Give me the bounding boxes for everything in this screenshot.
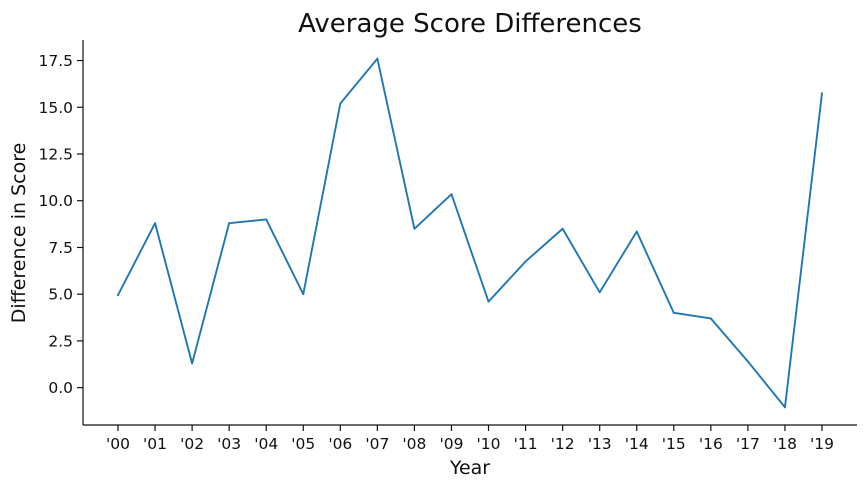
x-axis-label: Year: [449, 457, 490, 479]
data-point: [598, 291, 601, 294]
y-axis-label: Difference in Score: [8, 143, 30, 324]
x-tick-label: '10: [477, 435, 501, 453]
y-tick-label: 5.0: [48, 286, 73, 304]
x-tick-label: '11: [514, 435, 538, 453]
y-tick-label: 2.5: [48, 332, 73, 350]
data-point: [672, 311, 675, 314]
data-point: [339, 102, 342, 105]
y-tick-label: 15.0: [38, 99, 73, 117]
x-tick-label: '16: [699, 435, 723, 453]
x-tick-label: '02: [180, 435, 204, 453]
x-tick-label: '12: [551, 435, 575, 453]
x-tick-label: '04: [254, 435, 278, 453]
y-tick-label: 0.0: [48, 379, 73, 397]
chart-title: Average Score Differences: [298, 9, 642, 39]
data-point: [821, 92, 823, 95]
data-point: [561, 227, 564, 230]
data-point: [524, 260, 527, 263]
x-tick-label: '19: [810, 435, 834, 453]
x-tick-label: '17: [736, 435, 760, 453]
x-tick-label: '03: [217, 435, 241, 453]
data-point: [117, 294, 119, 297]
y-axis-ticks: 0.0 2.5 5.0 7.5 10.0 12.5 15.0 17.5: [38, 52, 83, 397]
data-point: [487, 300, 490, 303]
x-tick-label: '18: [773, 435, 797, 453]
data-point: [228, 222, 231, 225]
x-tick-label: '09: [439, 435, 463, 453]
y-tick-label: 12.5: [38, 146, 73, 164]
y-tick-label: 17.5: [38, 52, 73, 70]
series-line: [117, 57, 823, 409]
x-tick-label: '07: [365, 435, 389, 453]
x-tick-label: '14: [625, 435, 649, 453]
x-tick-label: '01: [143, 435, 167, 453]
data-point: [191, 362, 194, 365]
data-point: [783, 406, 786, 409]
x-tick-label: '05: [291, 435, 315, 453]
x-tick-label: '15: [662, 435, 686, 453]
data-point: [265, 218, 268, 221]
series-layer: [117, 57, 823, 409]
data-point: [709, 317, 712, 320]
y-tick-label: 7.5: [48, 239, 73, 257]
data-point: [413, 227, 416, 230]
data-point: [302, 293, 305, 296]
data-point: [746, 360, 749, 363]
data-point: [450, 193, 453, 196]
x-tick-label: '08: [402, 435, 426, 453]
data-point: [154, 222, 157, 225]
x-axis-ticks: '00 '01 '02 '03 '04 '05 '06 '07 '08 '09 '10 '11 '12 '…: [106, 425, 834, 453]
data-point: [635, 230, 638, 233]
x-tick-label: '00: [106, 435, 130, 453]
x-tick-label: '06: [328, 435, 352, 453]
y-tick-label: 10.0: [38, 192, 73, 210]
x-tick-label: '13: [588, 435, 612, 453]
data-point: [376, 57, 379, 60]
